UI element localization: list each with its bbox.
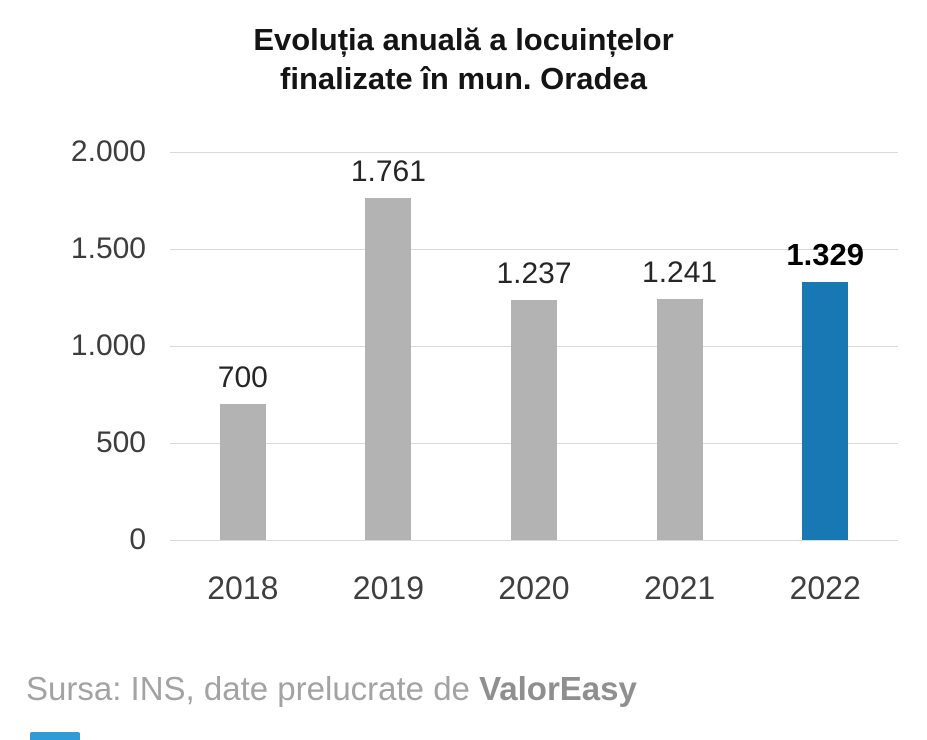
cropped-blue-element — [30, 732, 80, 740]
gridline — [170, 249, 898, 250]
bar-value-label: 1.761 — [350, 155, 426, 189]
bar — [219, 404, 266, 540]
bar-value-label: 1.329 — [786, 237, 864, 273]
chart-title: Evoluția anuală a locuințelor finalizate… — [0, 20, 927, 98]
plot-area: 0 500 1.000 1.500 2.000 700 1.761 1.237 1.241 1.3… — [71, 135, 898, 556]
y-tick-label: 0 — [129, 523, 146, 556]
source-note: Sursa: INS, date prelucrate de ValorEasy — [26, 670, 637, 708]
bar-value-label: 1.241 — [642, 256, 718, 290]
x-tick-label: 2018 — [207, 570, 279, 606]
bar-value-label: 700 — [217, 361, 268, 395]
bar-group: 1.237 — [461, 257, 607, 540]
bar — [656, 299, 703, 540]
y-tick-label: 2.000 — [70, 135, 146, 168]
chart-title-line2: finalizate în mun. Oradea — [280, 61, 647, 96]
x-tick-label: 2020 — [498, 570, 570, 606]
x-tick-label: 2021 — [643, 570, 716, 606]
bar — [365, 198, 412, 540]
y-tick-label: 500 — [95, 426, 146, 459]
x-tick-label: 2019 — [352, 570, 424, 606]
bars: 700 1.761 1.237 1.241 1.329 — [170, 152, 898, 540]
bar-value-label: 1.237 — [496, 257, 572, 291]
source-brand: ValorEasy — [479, 670, 637, 707]
bar-group: 700 — [170, 361, 316, 540]
x-axis: 2018 2019 2020 2021 2022 — [170, 570, 898, 607]
chart-title-line1: Evoluția anuală a locuințelor — [253, 22, 674, 57]
gridline — [170, 540, 898, 541]
bar-group: 1.761 — [316, 155, 462, 540]
source-text: Sursa: INS, date prelucrate de — [26, 670, 480, 707]
bar-highlight — [802, 282, 849, 540]
y-tick-label: 1.500 — [70, 232, 146, 265]
bar-group: 1.241 — [607, 256, 753, 540]
bar — [510, 300, 557, 540]
x-tick-label: 2022 — [789, 570, 861, 606]
bar-group: 1.329 — [752, 237, 898, 540]
gridline — [170, 152, 898, 153]
y-tick-label: 1.000 — [70, 329, 146, 362]
